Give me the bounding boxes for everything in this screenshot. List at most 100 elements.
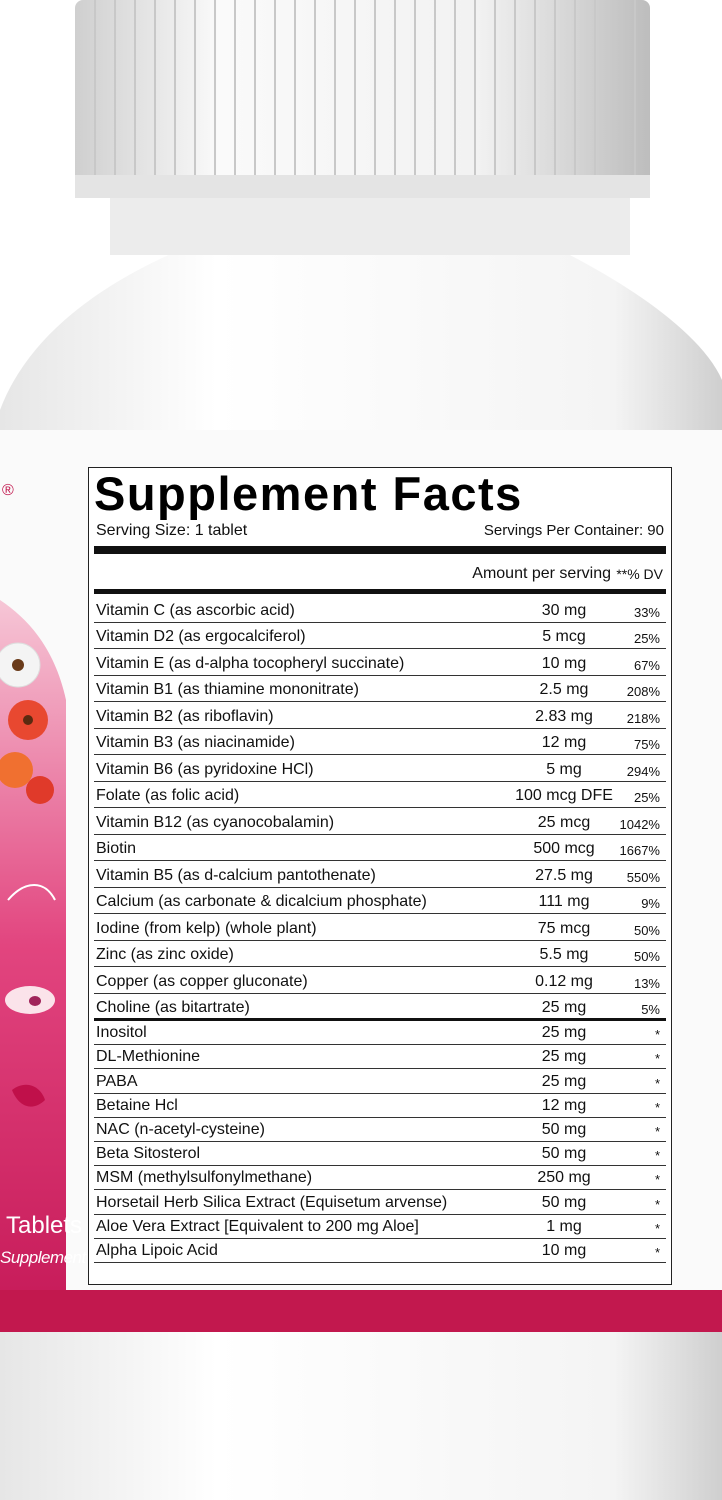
registered-mark: ® [2,482,14,499]
daily-value: 9% [641,896,660,911]
facts-row: Vitamin B6 (as pyridoxine HCl) 5 mg 294% [94,755,666,782]
daily-value: 550% [626,869,660,885]
amount: 0.12 mg [535,972,593,990]
facts-row: NAC (n-acetyl-cysteine) 50 mg * [94,1118,666,1142]
amount: 75 mcg [537,919,591,937]
daily-value: 67% [633,657,660,673]
nutrient-name: NAC (n-acetyl-cysteine) [96,1120,265,1138]
amount: 30 mg [541,601,587,619]
amount: 25 mg [541,999,587,1016]
facts-row: Iodine (from kelp) (whole plant) 75 mcg 50… [94,914,666,941]
facts-row: Vitamin B2 (as riboflavin) 2.83 mg 218% [94,702,666,729]
daily-value: * [654,1123,660,1139]
nutrient-name: Horsetail Herb Silica Extract (Equisetum… [96,1193,448,1211]
nutrient-name: Vitamin B3 (as niacinamide) [96,734,295,751]
facts-row: Biotin 500 mcg 1667% [94,835,666,861]
nutrient-name: Copper (as copper gluconate) [96,972,308,990]
nutrient-name: Calcium (as carbonate & dicalcium phosph… [96,893,427,910]
daily-value: 50% [633,949,660,964]
daily-value: 218% [626,710,660,726]
nutrient-name: Vitamin D2 (as ergocalciferol) [96,628,306,645]
thick-rule [94,1018,666,1021]
amount: 50 mg [541,1120,587,1138]
thick-rule [94,589,666,594]
dv-header: **% DV [616,566,663,582]
cap-ribs [94,0,636,175]
amount: 25 mcg [537,813,591,831]
nutrient-name: Vitamin E (as d-alpha tocopheryl succina… [96,654,405,672]
nutrient-name: Inositol [96,1024,147,1042]
amount: 50 mg [541,1193,587,1211]
nutrient-name: PABA [96,1072,138,1090]
amount: 25 mg [541,1048,587,1066]
nutrient-name: DL-Methionine [96,1048,201,1066]
amount: 100 mcg DFE [515,787,613,804]
facts-row: Aloe Vera Extract [Equivalent to 200 mg … [94,1215,666,1239]
amount: 50 mg [541,1145,587,1163]
facts-row: Vitamin C (as ascorbic acid) 30 mg 33% [94,596,666,623]
nutrient-name: Zinc (as zinc oxide) [96,946,234,963]
descriptor: Supplement [0,1248,86,1267]
facts-row: Vitamin D2 (as ergocalciferol) 5 mcg 25% [94,623,666,649]
amount: 1 mg [546,1217,582,1235]
flowers [0,642,56,1107]
amount: 250 mg [537,1169,591,1187]
nutrient-name: Alpha Lipoic Acid [96,1241,218,1259]
amount: 12 mg [541,734,587,751]
nutrient-name: MSM (methylsulfonylmethane) [96,1169,313,1187]
daily-value: * [654,1196,660,1212]
amount: 25 mg [541,1024,587,1042]
daily-value: * [654,1148,660,1164]
daily-value: 294% [626,763,660,779]
facts-row: Calcium (as carbonate & dicalcium phosph… [94,888,666,914]
daily-value: * [654,1244,660,1260]
daily-value: 5% [641,1002,660,1017]
amount-header: Amount per serving [472,565,611,582]
facts-panel: Supplement Facts Serving Size: 1 tablet … [88,467,672,1285]
facts-row: Vitamin B1 (as thiamine mononitrate) 2.5 … [94,676,666,702]
daily-value: * [654,1099,660,1115]
amount: 10 mg [541,654,587,672]
facts-row: Vitamin B12 (as cyanocobalamin) 25 mcg 104… [94,808,666,835]
facts-row: Inositol 25 mg * [94,1021,666,1046]
daily-value: 1042% [619,816,660,832]
amount: 111 mg [538,893,590,910]
nutrient-name: Choline (as bitartrate) [96,999,250,1016]
amount: 2.83 mg [535,707,593,725]
daily-value: 1667% [619,843,660,858]
amount: 5 mcg [542,628,586,645]
amount: 5 mg [546,760,582,778]
facts-row: Vitamin B5 (as d-calcium pantothenate) 27… [94,861,666,888]
facts-row: Folate (as folic acid) 100 mcg DFE 25% [94,782,666,808]
facts-title: Supplement Facts [94,467,523,520]
nutrient-name: Vitamin B1 (as thiamine mononitrate) [96,681,359,698]
facts-row: Choline (as bitartrate) 25 mg 5% [94,994,666,1020]
nutrient-name: Iodine (from kelp) (whole plant) [96,919,317,937]
facts-row: DL-Methionine 25 mg * [94,1045,666,1070]
facts-row: Beta Sitosterol 50 mg * [94,1142,666,1167]
facts-row: Vitamin B3 (as niacinamide) 12 mg 75% [94,729,666,755]
daily-value: 25% [633,790,660,805]
nutrient-name: Folate (as folic acid) [96,787,240,804]
amount: 5.5 mg [539,946,589,963]
daily-value: * [654,1075,660,1091]
amount: 25 mg [541,1072,587,1090]
facts-row: Betaine Hcl 12 mg * [94,1094,666,1118]
nutrient-name: Vitamin B2 (as riboflavin) [96,707,274,725]
daily-value: * [654,1220,660,1236]
daily-value: 208% [626,684,660,699]
facts-row: Copper (as copper gluconate) 0.12 mg 13% [94,967,666,994]
serving-size: Serving Size: 1 tablet [96,522,248,539]
daily-value: 25% [633,631,660,646]
crimson-band [0,1290,722,1332]
daily-value: 33% [633,604,660,620]
facts-row: MSM (methylsulfonylmethane) 250 mg * [94,1166,666,1191]
nutrient-name: Vitamin C (as ascorbic acid) [96,601,295,619]
count-word: Tablets [6,1212,83,1239]
nutrient-name: Vitamin B6 (as pyridoxine HCl) [96,760,314,778]
nutrient-name: Vitamin B12 (as cyanocobalamin) [96,813,335,831]
nutrient-name: Beta Sitosterol [96,1145,201,1163]
bottle-neck [110,195,630,255]
amount: 27.5 mg [535,866,593,884]
daily-value: 50% [633,922,660,938]
